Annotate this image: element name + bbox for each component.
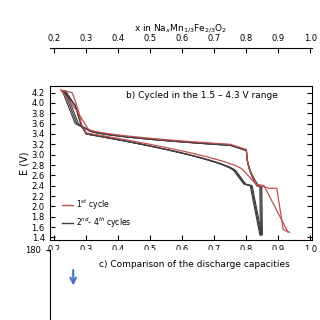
X-axis label: x in Na$_x$Mn$_{1/3}$Fe$_{2/3}$O$_2$: x in Na$_x$Mn$_{1/3}$Fe$_{2/3}$O$_2$ [134, 257, 228, 269]
Legend: 1$^{st}$ cycle, 2$^{nd}$- 4$^{th}$ cycles: 1$^{st}$ cycle, 2$^{nd}$- 4$^{th}$ cycle… [59, 194, 135, 233]
Y-axis label: E (V): E (V) [20, 151, 30, 175]
Text: c) Comparison of the discharge capacities: c) Comparison of the discharge capacitie… [99, 260, 289, 269]
X-axis label: x in Na$_x$Mn$_{1/3}$Fe$_{2/3}$O$_2$: x in Na$_x$Mn$_{1/3}$Fe$_{2/3}$O$_2$ [134, 23, 228, 36]
Text: b) Cycled in the 1.5 – 4.3 V range: b) Cycled in the 1.5 – 4.3 V range [126, 91, 278, 100]
